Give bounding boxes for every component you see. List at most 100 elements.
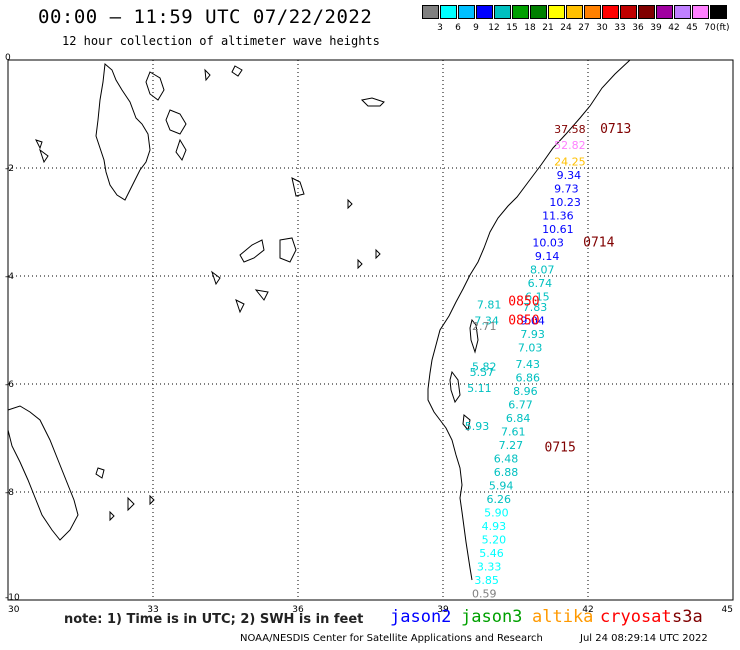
pass-time-label: 0850	[508, 295, 539, 310]
footer-timestamp: Jul 24 08:29:14 UTC 2022	[580, 633, 708, 644]
wave-height-value: 11.36	[542, 209, 574, 222]
wave-height-value: 9.34	[557, 169, 582, 182]
comoros-island-d	[109, 510, 115, 522]
legend-swatch	[530, 5, 547, 19]
legend-unit-label: (ft)	[716, 23, 730, 33]
wave-height-value: 24.25	[554, 155, 586, 168]
legend-swatch	[494, 5, 511, 19]
y-tick-label: -4	[5, 272, 14, 282]
legend-label: 36	[632, 23, 644, 33]
wave-height-value: 5.46	[479, 547, 504, 560]
wave-height-value: 7.34	[474, 315, 499, 328]
island-group-p	[235, 299, 245, 314]
y-tick-label: -10	[5, 593, 20, 603]
map-title: 00:00 – 11:59 UTC 07/22/2022	[38, 6, 373, 28]
axis-tick-labels: 30 33 36 39 42 45 0 -2 -4 -6 -8 -10	[5, 53, 733, 615]
island-group-m	[39, 148, 49, 164]
wave-height-value: 7.27	[499, 439, 524, 452]
y-tick-label: -6	[5, 380, 14, 390]
legend-swatch	[440, 5, 457, 19]
comoros-island-c	[149, 494, 155, 506]
wave-height-value: 5.90	[484, 506, 509, 519]
comoros-island-b	[127, 496, 135, 512]
legend-label: 12	[488, 23, 500, 33]
island-group-e	[231, 65, 243, 77]
wave-height-value: 6.84	[506, 412, 531, 425]
wave-height-value: 8.07	[530, 263, 555, 276]
legend-label: 30	[596, 23, 608, 33]
pass-time-labels: 0713 0714 0850 0850 0715	[508, 122, 631, 456]
wave-height-value: 5.11	[467, 382, 492, 395]
wave-height-value: 10.61	[542, 223, 574, 236]
island-group-c	[175, 138, 187, 162]
x-tick-label: 45	[722, 605, 733, 615]
wave-height-value: 7.03	[518, 342, 543, 355]
wave-height-value: 7.93	[520, 328, 545, 341]
legend-label: 21	[542, 23, 554, 33]
legend-label: 39	[650, 23, 662, 33]
legend-swatch	[692, 5, 709, 19]
island-group-k	[375, 248, 381, 260]
x-tick-label: 42	[582, 605, 593, 615]
wave-height-value: 9.04	[520, 315, 545, 328]
legend-swatch	[566, 5, 583, 19]
island-group-q	[254, 289, 269, 301]
pass-time-label: 0713	[600, 122, 631, 137]
wave-height-value: 5.93	[465, 420, 490, 433]
wave-height-value: 10.03	[532, 236, 564, 249]
footer-note: note: 1) Time is in UTC; 2) SWH is in fe…	[64, 612, 364, 627]
wave-height-value: 6.74	[528, 277, 553, 290]
satellite-name: cryosat	[600, 607, 672, 627]
legend-swatch	[674, 5, 691, 19]
footer-credit: NOAA/NESDIS Center for Satellite Applica…	[240, 633, 543, 644]
legend-swatch	[602, 5, 619, 19]
satellite-name: s3a	[672, 607, 703, 627]
legend-swatch	[638, 5, 655, 19]
wave-height-value: 7.43	[516, 358, 541, 371]
map-subtitle: 12 hour collection of altimeter wave hei…	[62, 34, 380, 48]
island-group-g	[239, 239, 265, 263]
satellite-name: jason3	[461, 607, 523, 627]
wave-height-labels: 37.58 52.82 24.259.349.7310.2311.3610.6110…	[465, 123, 586, 600]
mafia-island	[462, 414, 471, 432]
legend-label: 9	[473, 23, 479, 33]
x-tick-label: 39	[437, 605, 449, 615]
legend-swatch	[584, 5, 601, 19]
legend-swatch	[422, 5, 439, 19]
legend-swatch	[710, 5, 727, 19]
island-group-a	[145, 71, 165, 101]
x-tick-label: 30	[8, 605, 20, 615]
zanzibar-island	[449, 370, 461, 404]
wave-height-value: 10.23	[549, 196, 581, 209]
x-tick-label: 36	[292, 605, 304, 615]
wave-height-value: 9.14	[535, 250, 560, 263]
island-group-f	[360, 97, 385, 107]
legend-label: 70	[704, 23, 716, 33]
x-tick-label: 33	[147, 605, 158, 615]
legend-label: 27	[578, 23, 590, 33]
wave-height-value: 3.33	[477, 560, 502, 573]
map-gridlines	[8, 60, 733, 600]
african-coastline	[427, 59, 631, 581]
legend-swatch	[548, 5, 565, 19]
seychelles-main-island	[95, 63, 151, 201]
island-group-i	[291, 177, 305, 197]
wave-height-value: 3.85	[474, 574, 499, 587]
wave-height-value: 37.58	[554, 123, 586, 136]
pass-time-label: 0714	[583, 235, 614, 250]
wave-height-value: 6.26	[487, 493, 512, 506]
island-group-l	[357, 258, 363, 270]
legend-swatch	[476, 5, 493, 19]
island-group-o	[211, 270, 221, 286]
y-tick-label: 0	[5, 53, 11, 63]
wave-height-value: 6.88	[494, 466, 519, 479]
island-group-n	[35, 139, 43, 150]
island-group-h	[279, 237, 297, 263]
wave-height-value: 6.48	[494, 452, 519, 465]
satellite-name: jason2	[390, 607, 452, 627]
island-group-b	[165, 109, 187, 135]
wave-height-value: 6.15	[525, 290, 550, 303]
wave-height-value: 5.20	[482, 533, 507, 546]
satellite-name: altika	[532, 607, 594, 627]
